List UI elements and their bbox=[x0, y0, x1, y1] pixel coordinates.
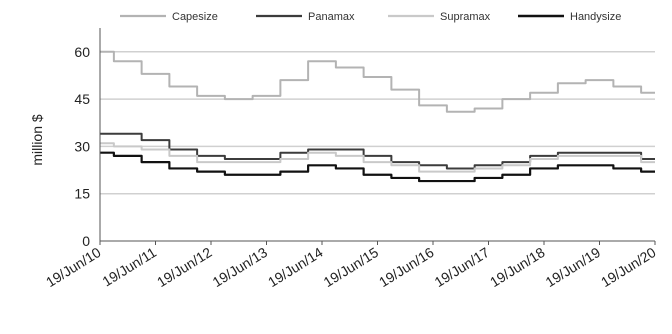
x-tick-label: 19/Jun/11 bbox=[99, 244, 159, 290]
legend: Capesize Panamax Supramax Handysize bbox=[120, 11, 621, 23]
series-line-supramax bbox=[100, 142, 655, 173]
legend-label: Handysize bbox=[570, 11, 621, 23]
x-tick-label: 19/Jun/15 bbox=[320, 244, 381, 290]
legend-label: Panamax bbox=[308, 11, 355, 23]
gridlines bbox=[100, 51, 655, 195]
x-tick-label: 19/Jun/13 bbox=[209, 244, 270, 290]
x-tick-label: 19/Jun/14 bbox=[265, 244, 326, 290]
legend-label: Supramax bbox=[440, 11, 491, 23]
y-tick-labels: 0 15 30 45 60 bbox=[74, 44, 90, 249]
series-line-handysize bbox=[100, 151, 655, 183]
y-axis-label: million $ bbox=[29, 114, 45, 166]
axes bbox=[99, 28, 656, 245]
y-tick-label: 15 bbox=[74, 186, 90, 202]
y-tick-label: 45 bbox=[74, 91, 90, 107]
x-tick-label: 19/Jun/20 bbox=[598, 244, 659, 290]
x-tick-label: 19/Jun/17 bbox=[431, 244, 492, 290]
x-tick-label: 19/Jun/10 bbox=[43, 244, 104, 290]
legend-label: Capesize bbox=[172, 11, 218, 23]
x-tick-label: 19/Jun/16 bbox=[376, 244, 437, 290]
y-tick-label: 0 bbox=[82, 233, 90, 249]
series-line-panamax bbox=[100, 132, 655, 170]
x-tick-label: 19/Jun/12 bbox=[154, 244, 215, 290]
series-lines bbox=[100, 50, 655, 183]
y-tick-label: 60 bbox=[74, 44, 90, 60]
series-line-capesize bbox=[100, 50, 655, 113]
x-tick-labels: 19/Jun/1019/Jun/1119/Jun/1219/Jun/1319/J… bbox=[43, 244, 659, 290]
y-tick-label: 30 bbox=[74, 138, 90, 154]
x-tick-label: 19/Jun/19 bbox=[542, 244, 603, 290]
x-tick-label: 19/Jun/18 bbox=[487, 244, 548, 290]
